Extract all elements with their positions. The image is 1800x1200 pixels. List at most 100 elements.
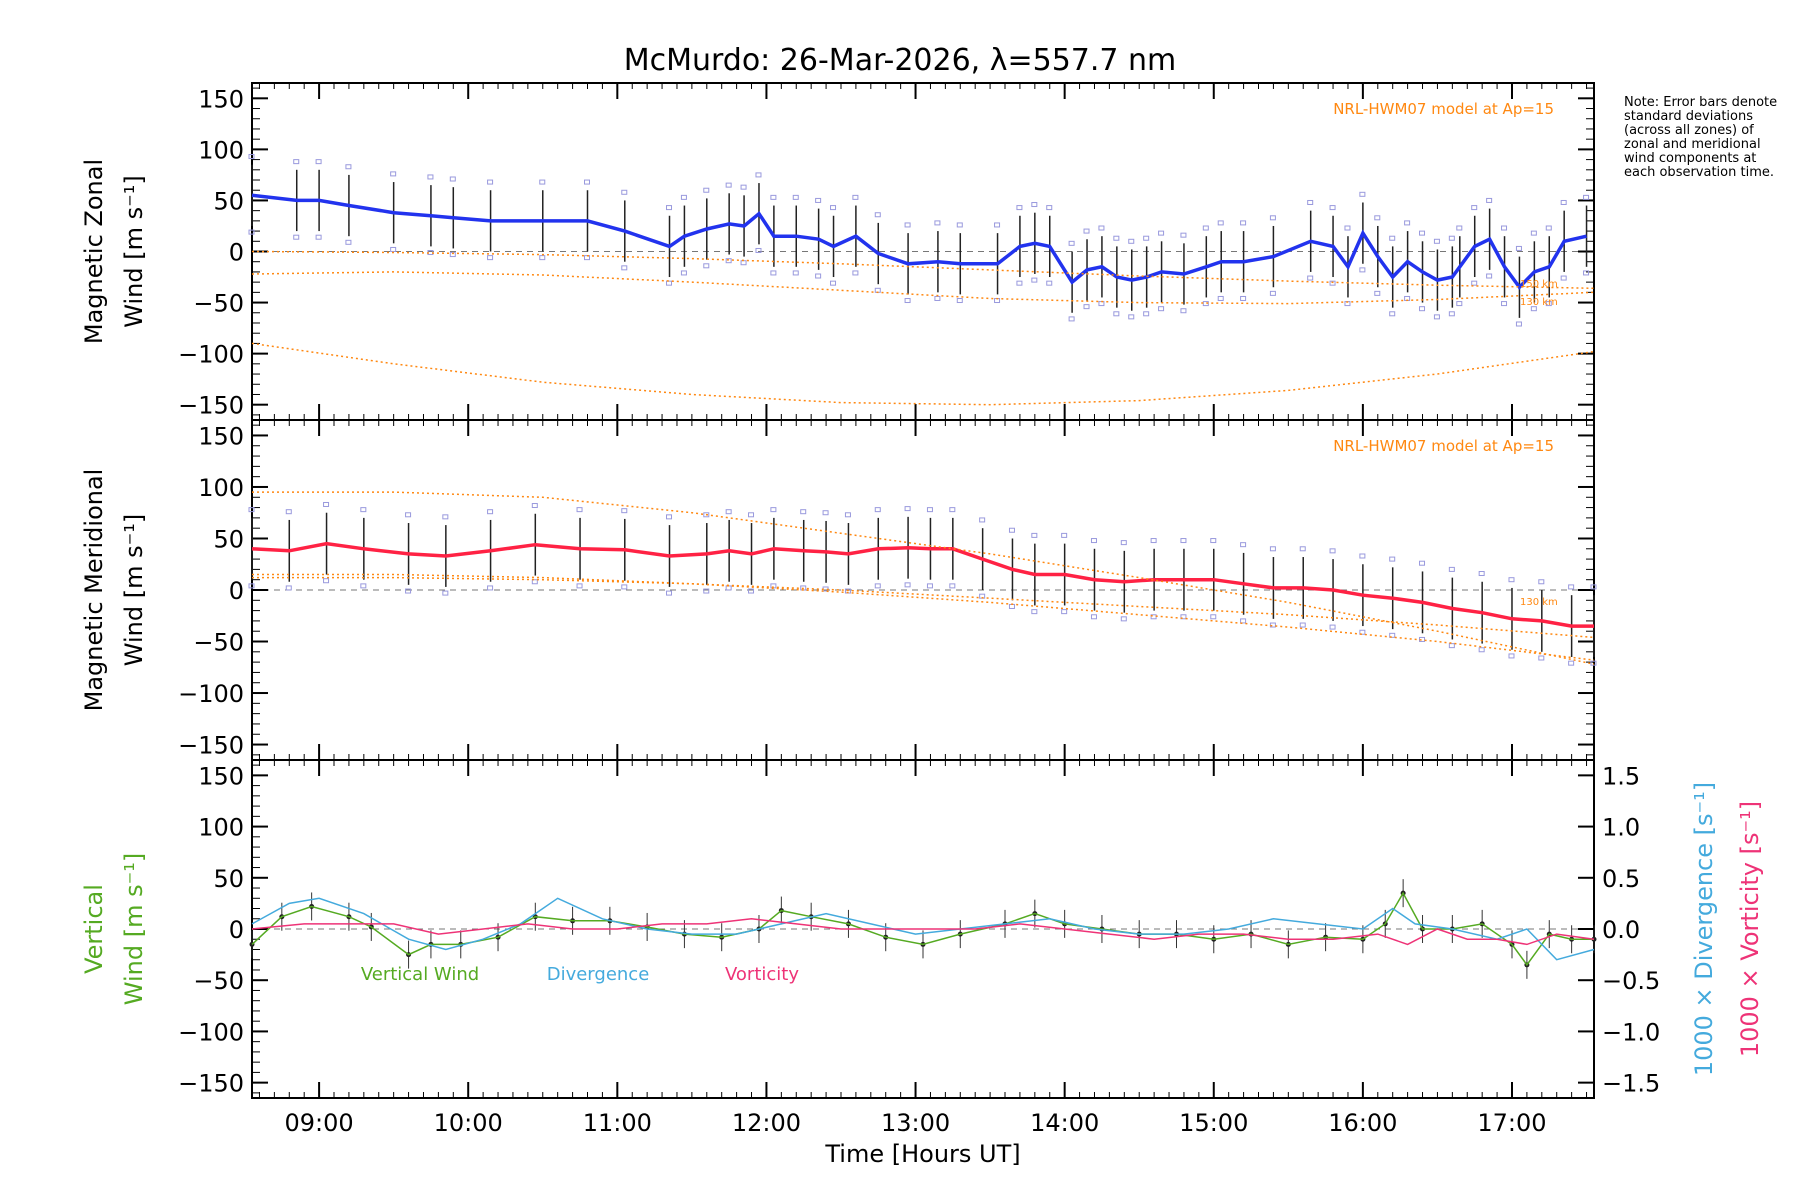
y-tick-label: −50	[193, 629, 244, 657]
zone-sample	[1240, 618, 1247, 624]
zone-sample	[487, 255, 494, 261]
y-tick-label: 100	[198, 474, 244, 502]
y-tick-label: −100	[178, 1018, 244, 1046]
zone-sample	[904, 222, 911, 228]
zone-sample	[1329, 205, 1336, 211]
zone-sample	[1508, 653, 1515, 659]
zone-sample	[1419, 230, 1426, 236]
zone-sample	[1568, 660, 1575, 666]
zone-sample	[1501, 225, 1508, 231]
zone-sample	[487, 585, 494, 591]
zone-sample	[830, 280, 837, 286]
series-line	[251, 250, 1595, 290]
y-axis-label-line2: Wind [m s⁻¹]	[120, 514, 148, 666]
y-axis-label-line2: Wind [m s⁻¹]	[120, 853, 148, 1005]
zone-sample	[1307, 199, 1314, 205]
zone-sample	[1448, 566, 1455, 572]
zone-sample	[1016, 280, 1023, 286]
model-altitude-label: 130 km	[1520, 597, 1558, 608]
y-tick-label: 100	[198, 136, 244, 164]
x-tick-label: 13:00	[881, 1109, 950, 1137]
zone-sample	[1515, 245, 1522, 251]
zone-sample	[285, 509, 292, 515]
zone-sample	[1090, 614, 1097, 620]
zone-sample	[1568, 584, 1575, 590]
x-tick-label: 09:00	[285, 1109, 354, 1137]
y-tick-label: −100	[178, 680, 244, 708]
zone-sample	[1269, 215, 1276, 221]
zone-sample	[576, 583, 583, 589]
zone-sample	[1471, 205, 1478, 211]
series-line	[252, 573, 1595, 661]
series-line	[251, 193, 1587, 290]
series-line	[251, 342, 1595, 406]
zone-sample	[1180, 232, 1187, 238]
y-tick-label: 150	[198, 422, 244, 450]
zone-sample	[703, 512, 710, 518]
zone-sample	[1240, 542, 1247, 548]
zone-sample	[1068, 316, 1075, 322]
zone-sample	[755, 247, 762, 253]
legend-entry: Divergence	[547, 964, 650, 985]
zone-sample	[755, 172, 762, 178]
zone-sample	[1046, 280, 1053, 286]
zone-sample	[584, 179, 590, 185]
zone-sample	[1008, 603, 1015, 609]
zone-sample	[1389, 235, 1396, 241]
series-line	[252, 491, 1595, 665]
zone-sample	[539, 255, 546, 261]
y-tick-label: −50	[193, 290, 244, 318]
zone-sample	[1150, 538, 1157, 544]
series-hwm07-130-km	[251, 271, 1595, 305]
legend-entry: Vertical Wind	[361, 964, 479, 985]
zone-sample	[1374, 290, 1381, 296]
zone-sample	[926, 583, 933, 589]
y-tick-label: −50	[193, 967, 244, 995]
zone-sample	[1389, 556, 1396, 562]
zone-sample	[1061, 532, 1068, 538]
zone-sample	[360, 507, 367, 513]
zone-sample	[1307, 275, 1314, 281]
zone-sample	[926, 507, 933, 513]
zone-sample	[703, 187, 710, 193]
zone-sample	[1344, 225, 1351, 231]
zone-sample	[248, 583, 255, 589]
model-label: NRL-HWM07 model at Ap=15	[1333, 437, 1554, 455]
zone-sample	[621, 584, 628, 590]
zone-sample	[1389, 311, 1396, 317]
zone-sample	[1590, 584, 1597, 590]
zone-sample	[1359, 267, 1366, 273]
y-tick-label: 150	[198, 85, 244, 113]
zone-sample	[1202, 301, 1209, 307]
x-tick-label: 15:00	[1179, 1109, 1248, 1137]
zone-sample	[487, 179, 494, 185]
zone-sample	[531, 503, 538, 509]
zone-sample	[1590, 660, 1597, 666]
right-tick-label: −0.5	[1602, 967, 1660, 995]
series-hwm07-150-km	[252, 576, 1595, 639]
zone-sample	[904, 506, 911, 512]
zone-sample	[703, 588, 710, 594]
zone-sample	[666, 514, 673, 520]
model-label: NRL-HWM07 model at Ap=15	[1333, 100, 1554, 118]
series-line	[251, 541, 1594, 628]
zone-sample	[1217, 295, 1224, 301]
y-axis-label-line1: Magnetic Zonal	[80, 159, 108, 344]
zone-sample	[1530, 230, 1537, 236]
zone-sample	[1299, 622, 1306, 628]
zone-sample	[1068, 240, 1075, 246]
zone-sample	[1016, 205, 1023, 211]
series-hwm07-130-km	[252, 573, 1595, 661]
zone-sample	[1374, 215, 1381, 221]
zone-sample	[1471, 280, 1478, 286]
x-axis-label: Time [Hours UT]	[824, 1140, 1020, 1168]
zone-sample	[248, 154, 255, 160]
zone-sample	[725, 182, 732, 188]
zone-sample	[770, 194, 777, 200]
zone-sample	[1530, 306, 1537, 312]
zone-sample	[1143, 311, 1150, 317]
right-axis-label-divergence: 1000 × Divergence [s⁻¹]	[1690, 782, 1718, 1076]
zone-sample	[1113, 311, 1120, 317]
zone-sample	[1031, 202, 1038, 208]
zone-sample	[1508, 577, 1515, 583]
